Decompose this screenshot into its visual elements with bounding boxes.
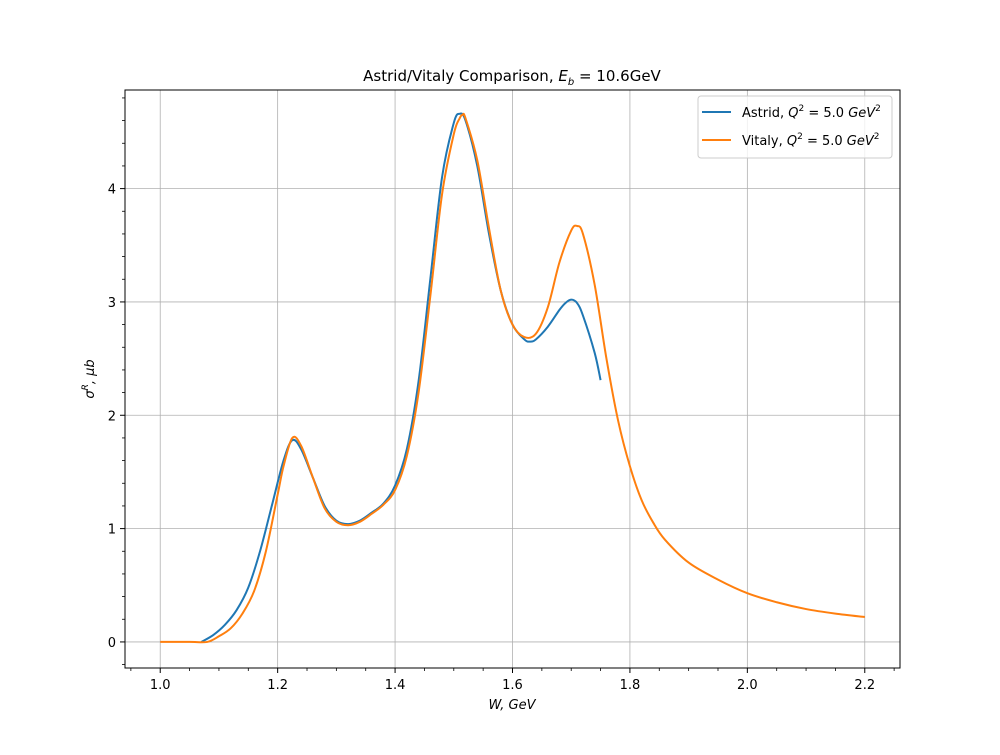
x-tick-label: 2.2 xyxy=(854,678,875,693)
series-layer xyxy=(160,112,865,644)
y-tick-label: 1 xyxy=(108,523,116,538)
x-tick-label: 1.8 xyxy=(620,678,641,693)
y-gridlines xyxy=(125,188,900,643)
x-axis: 1.0 1.2 1.4 1.6 1.8 2.0 2.2 xyxy=(130,668,895,693)
x-axis-label: W, GeV xyxy=(488,698,536,713)
y-axis-label: σR, μb xyxy=(81,359,98,398)
chart-title: Astrid/Vitaly Comparison, Eb = 10.6GeV xyxy=(363,67,661,88)
series-line-astrid xyxy=(200,112,602,643)
x-tick-label: 1.0 xyxy=(150,678,171,693)
x-tick-label: 2.0 xyxy=(737,678,758,693)
series-line-vitaly xyxy=(160,112,865,644)
chart-title-var: E xyxy=(558,67,568,85)
legend: Astrid, Q2 = 5.0 GeV2 Vitaly, Q2 = 5.0 G… xyxy=(697,95,893,159)
legend-label-vitaly: Vitaly, Q2 = 5.0 GeV2 xyxy=(742,132,880,149)
x-gridlines xyxy=(159,90,866,668)
y-tick-label: 2 xyxy=(108,409,116,424)
x-tick-label: 1.2 xyxy=(267,678,288,693)
x-tick-label: 1.6 xyxy=(502,678,523,693)
legend-label-astrid: Astrid, Q2 = 5.0 GeV2 xyxy=(742,104,881,121)
y-tick-label: 3 xyxy=(108,296,116,311)
legend-box xyxy=(697,95,893,159)
chart-title-main: Astrid/Vitaly Comparison, xyxy=(363,67,558,85)
y-tick-label: 0 xyxy=(108,636,116,651)
y-tick-label: 4 xyxy=(108,183,116,198)
chart-title-rest: = 10.6GeV xyxy=(574,67,661,85)
y-axis: 0 1 2 3 4 xyxy=(108,97,125,665)
x-tick-label: 1.4 xyxy=(385,678,406,693)
chart-title-sub: b xyxy=(568,77,574,88)
